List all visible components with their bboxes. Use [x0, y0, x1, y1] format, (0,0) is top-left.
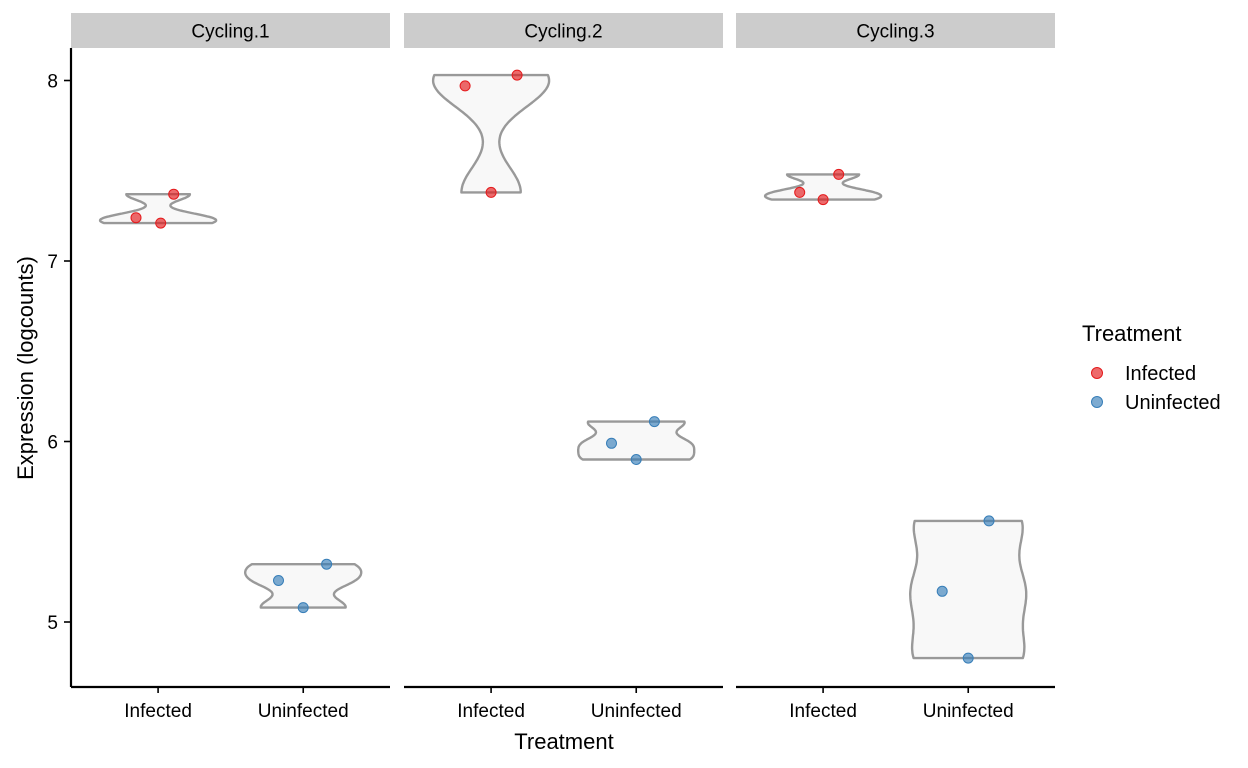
- y-axis-title: Expression (logcounts): [13, 256, 38, 480]
- violin-shape: [909, 519, 1028, 660]
- y-axis: 5 6 7 8: [47, 48, 73, 687]
- data-point: [817, 194, 829, 206]
- data-point: [168, 188, 180, 200]
- data-point: [630, 454, 642, 465]
- data-point: [297, 602, 309, 614]
- violin-shape: [763, 173, 883, 201]
- legend-label: Uninfected: [1125, 392, 1221, 414]
- violin-shape: [98, 193, 218, 225]
- facet-strip: [404, 13, 723, 48]
- x-tick-label: Infected: [124, 701, 192, 722]
- data-point: [130, 212, 142, 224]
- facet-strip-label: Cycling.1: [191, 22, 269, 43]
- facet-strip-label: Cycling.3: [856, 22, 934, 43]
- data-point: [155, 217, 167, 229]
- data-point: [983, 515, 995, 527]
- facet-panel: Cycling.1 Infected Uninfected: [71, 13, 390, 722]
- legend-title: Treatment: [1082, 321, 1181, 346]
- legend-key: [1091, 367, 1103, 379]
- facet-strip: [71, 13, 390, 48]
- facet-panels: Cycling.1 Infected Uninfected Cycling.2 Infe…: [71, 13, 1055, 722]
- data-point: [321, 558, 333, 570]
- data-point: [273, 575, 284, 586]
- legend-label: Infected: [1125, 363, 1196, 385]
- violin-shape: [431, 73, 551, 194]
- data-point: [936, 585, 948, 597]
- legend: Treatment Infected Uninfected: [1082, 321, 1221, 414]
- data-point: [459, 80, 471, 92]
- x-tick-label: Infected: [457, 701, 525, 722]
- data-point: [962, 652, 974, 664]
- data-point: [794, 186, 806, 198]
- x-tick-label: Infected: [789, 701, 857, 722]
- violin-shape: [577, 420, 696, 461]
- data-point: [833, 168, 845, 180]
- y-tick-label: 5: [47, 613, 58, 634]
- facet-strip: [736, 13, 1055, 48]
- y-tick-label: 7: [47, 252, 58, 273]
- facet-panel: Cycling.3 Infected Uninfected: [736, 13, 1055, 722]
- facet-strip-label: Cycling.2: [524, 22, 602, 43]
- x-tick-label: Uninfected: [591, 701, 682, 722]
- data-point: [648, 416, 660, 428]
- data-point: [485, 186, 497, 198]
- x-tick-label: Uninfected: [923, 701, 1014, 722]
- x-axis-title: Treatment: [514, 729, 613, 754]
- data-point: [511, 69, 523, 81]
- y-tick-label: 8: [47, 72, 58, 93]
- data-point: [606, 437, 617, 449]
- facet-panel: Cycling.2 Infected Uninfected: [404, 13, 723, 722]
- x-tick-label: Uninfected: [258, 701, 349, 722]
- legend-key: [1091, 396, 1103, 408]
- y-tick-label: 6: [47, 433, 58, 454]
- violin-shape: [244, 563, 363, 609]
